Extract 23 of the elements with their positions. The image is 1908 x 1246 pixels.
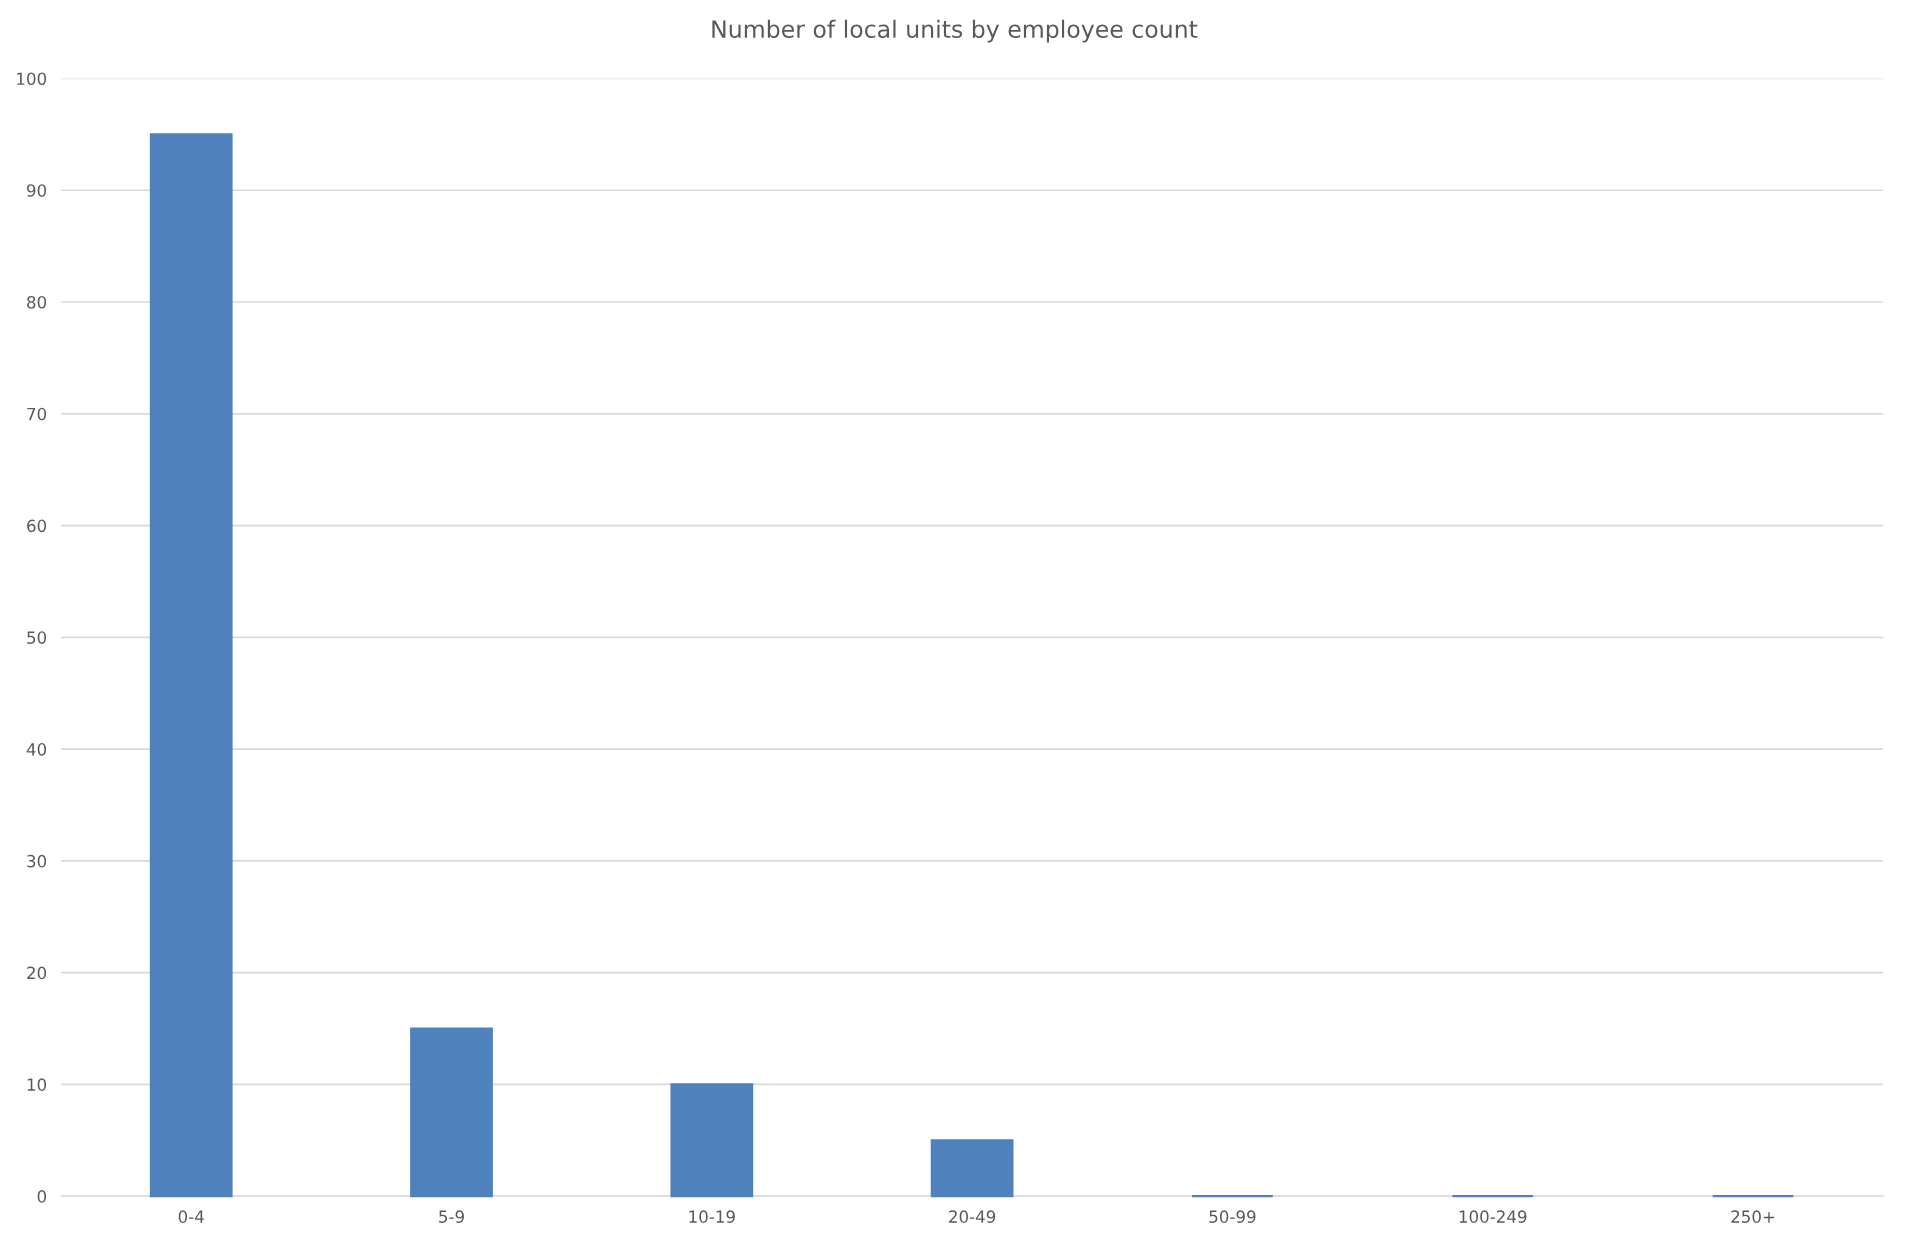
x-tick-label: 250+ <box>1731 1210 1775 1223</box>
bar <box>670 1083 754 1198</box>
y-tick-label: 90 <box>27 184 47 197</box>
x-tick-label: 50-99 <box>1209 1210 1256 1223</box>
chart-title: Number of local units by employee count <box>712 19 1198 43</box>
y-tick-label: 10 <box>27 1078 47 1091</box>
y-tick-label: 100 <box>17 72 47 86</box>
y-tick-label: 40 <box>26 743 47 756</box>
x-tick-label: 5-9 <box>439 1210 464 1223</box>
x-tick-label: 100-249 <box>1459 1210 1527 1223</box>
y-tick-label: 60 <box>27 519 47 533</box>
y-tick-label: 70 <box>27 407 47 421</box>
bar <box>149 133 233 1198</box>
bar <box>930 1139 1014 1198</box>
y-tick-label: 80 <box>27 295 47 309</box>
x-tick-label: 0-4 <box>178 1210 204 1223</box>
y-tick-label: 0 <box>37 1190 47 1203</box>
y-tick-label: 20 <box>27 966 47 980</box>
x-tick-label: 10-19 <box>689 1210 735 1223</box>
bar <box>410 1027 493 1198</box>
y-tick-label: 30 <box>27 854 47 868</box>
x-tick-label: 20-49 <box>949 1210 996 1223</box>
y-tick-label: 50 <box>27 631 47 644</box>
